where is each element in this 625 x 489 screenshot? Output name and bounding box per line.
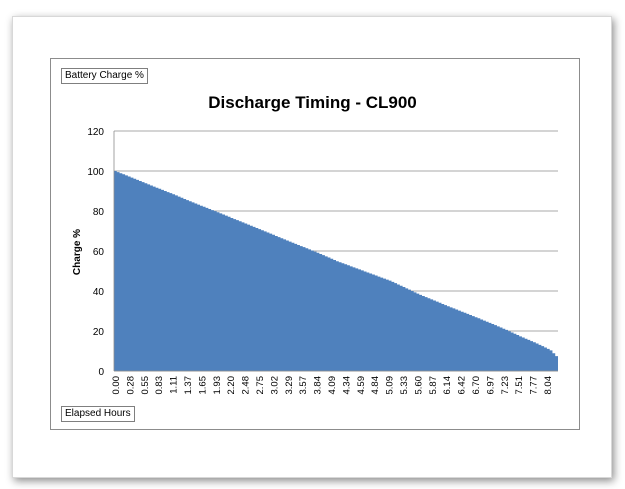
x-tick-label: 1.11: [169, 376, 180, 394]
x-tick-label: 6.14: [442, 376, 453, 395]
x-tick-label: 0.00: [111, 376, 122, 395]
y-axis-tag: Battery Charge %: [61, 68, 148, 84]
x-tick-label: 1.65: [197, 376, 208, 395]
x-tick-label: 6.42: [457, 376, 468, 395]
x-tick-label: 2.48: [241, 376, 252, 395]
x-tick-label: 5.33: [399, 376, 410, 395]
x-tick-label: 3.84: [313, 376, 324, 395]
area-series: [113, 170, 559, 371]
x-tick-label: 2.20: [226, 376, 237, 395]
x-tick-label: 4.59: [356, 376, 367, 395]
x-tick-label: 4.09: [327, 376, 338, 395]
x-tick-label: 2.75: [255, 376, 266, 395]
y-axis: 0 20 40 60 80 100 120: [87, 127, 115, 378]
x-tick-label: 7.51: [514, 376, 525, 395]
y-tick-label: 120: [87, 127, 104, 138]
x-axis-tag: Elapsed Hours: [61, 406, 135, 422]
x-tick-label: 3.57: [298, 376, 309, 395]
x-tick-label: 4.84: [370, 376, 381, 395]
x-tick-label: 6.97: [485, 376, 496, 395]
x-tick-label: 5.60: [413, 376, 424, 395]
x-tick-label: 5.87: [428, 376, 439, 395]
x-tick-label: 1.37: [183, 376, 194, 395]
x-tick-label: 0.28: [125, 376, 136, 395]
x-tick-label: 5.09: [385, 376, 396, 395]
x-tick-label: 4.34: [341, 376, 352, 395]
y-tick-label: 0: [98, 367, 104, 378]
x-tick-label: 3.29: [284, 376, 295, 395]
y-tick-label: 20: [93, 327, 105, 338]
y-tick-label: 80: [93, 207, 105, 218]
x-tick-label: 8.04: [543, 376, 554, 395]
x-tick-label: 1.93: [212, 376, 223, 395]
x-axis: 0.00 0.28 0.55 0.83 1.11 1.37 1.65 1.93 2.20 2.48…: [111, 370, 558, 395]
x-tick-label: 3.02: [269, 376, 280, 395]
y-tick-label: 60: [93, 247, 105, 258]
x-tick-label: 0.83: [154, 376, 165, 395]
area-fill: [114, 171, 558, 371]
x-tick-label: 7.23: [500, 376, 511, 395]
chart-title: Discharge Timing - CL900: [208, 93, 417, 112]
x-tick-label: 0.55: [140, 376, 151, 395]
x-tick-label: 6.70: [471, 376, 482, 395]
y-axis-label: Charge %: [72, 229, 83, 275]
y-tick-label: 100: [87, 167, 104, 178]
y-tick-label: 40: [93, 287, 105, 298]
x-tick-label: 7.77: [529, 376, 540, 395]
